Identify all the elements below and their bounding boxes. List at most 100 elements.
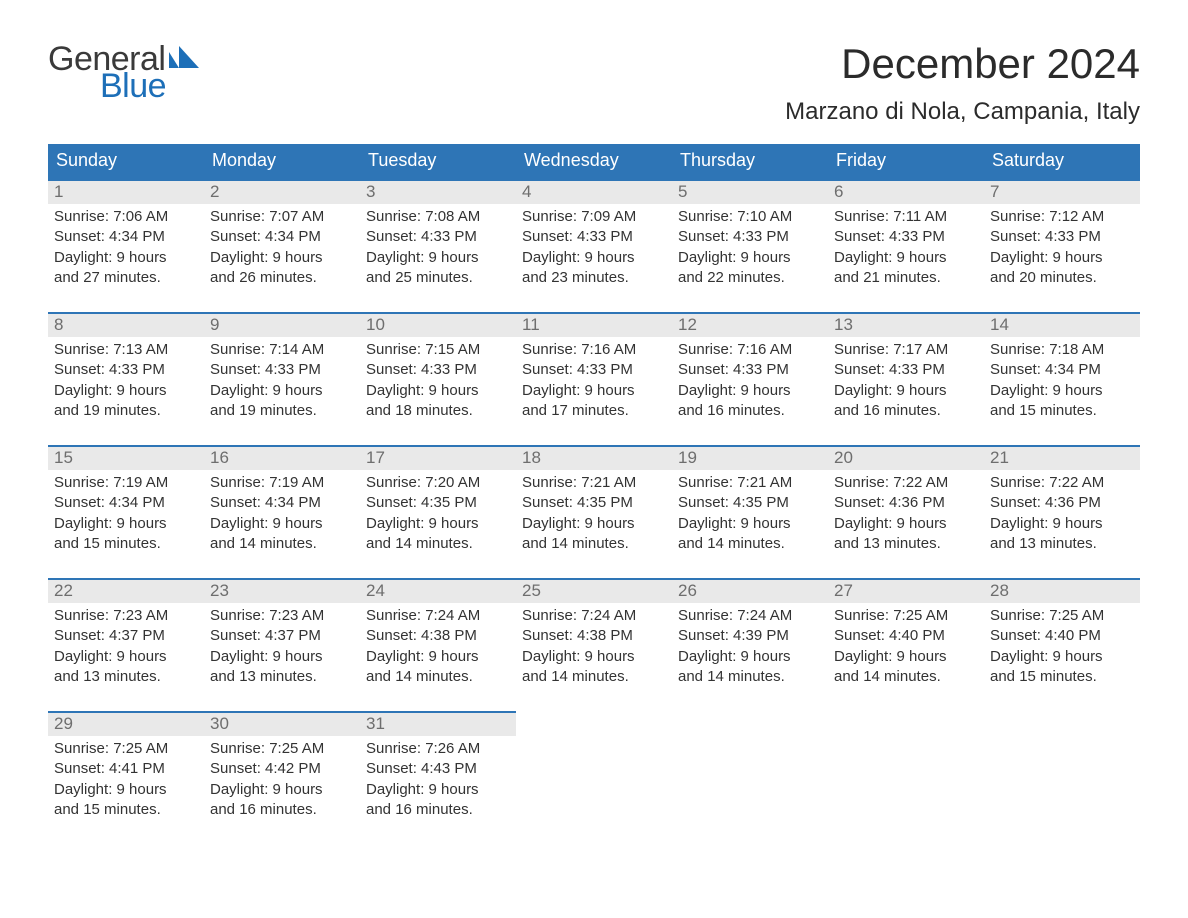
day-cell: 2Sunrise: 7:07 AMSunset: 4:34 PMDaylight…	[204, 179, 360, 292]
day-d1-line: Daylight: 9 hours	[990, 248, 1134, 268]
day-d1-line: Daylight: 9 hours	[366, 514, 510, 534]
day-number: 21	[984, 447, 1140, 470]
day-d1-line: Daylight: 9 hours	[834, 248, 978, 268]
week-row: 29Sunrise: 7:25 AMSunset: 4:41 PMDayligh…	[48, 711, 1140, 824]
day-sunrise-line: Sunrise: 7:23 AM	[54, 606, 198, 626]
day-sunrise-line: Sunrise: 7:25 AM	[990, 606, 1134, 626]
day-d1-line: Daylight: 9 hours	[54, 248, 198, 268]
day-number: 6	[828, 181, 984, 204]
day-sunrise-line: Sunrise: 7:17 AM	[834, 340, 978, 360]
week-row: 15Sunrise: 7:19 AMSunset: 4:34 PMDayligh…	[48, 445, 1140, 558]
day-d2-line: and 23 minutes.	[522, 268, 666, 288]
day-sunset-line: Sunset: 4:35 PM	[366, 493, 510, 513]
day-d2-line: and 14 minutes.	[522, 667, 666, 687]
day-body: Sunrise: 7:19 AMSunset: 4:34 PMDaylight:…	[48, 470, 204, 558]
day-body: Sunrise: 7:25 AMSunset: 4:40 PMDaylight:…	[828, 603, 984, 691]
day-d1-line: Daylight: 9 hours	[522, 514, 666, 534]
day-number: 13	[828, 314, 984, 337]
day-cell: 16Sunrise: 7:19 AMSunset: 4:34 PMDayligh…	[204, 445, 360, 558]
day-number: 23	[204, 580, 360, 603]
day-d1-line: Daylight: 9 hours	[678, 248, 822, 268]
brand-word2: Blue	[100, 67, 199, 106]
day-d1-line: Daylight: 9 hours	[210, 647, 354, 667]
day-sunset-line: Sunset: 4:36 PM	[834, 493, 978, 513]
day-sunset-line: Sunset: 4:33 PM	[678, 227, 822, 247]
day-d2-line: and 14 minutes.	[834, 667, 978, 687]
week-row: 22Sunrise: 7:23 AMSunset: 4:37 PMDayligh…	[48, 578, 1140, 691]
day-d1-line: Daylight: 9 hours	[678, 647, 822, 667]
day-d1-line: Daylight: 9 hours	[990, 381, 1134, 401]
day-sunrise-line: Sunrise: 7:21 AM	[678, 473, 822, 493]
day-sunset-line: Sunset: 4:40 PM	[834, 626, 978, 646]
day-sunset-line: Sunset: 4:33 PM	[210, 360, 354, 380]
day-sunset-line: Sunset: 4:42 PM	[210, 759, 354, 779]
dow-tuesday: Tuesday	[360, 144, 516, 179]
day-body: Sunrise: 7:11 AMSunset: 4:33 PMDaylight:…	[828, 204, 984, 292]
day-sunrise-line: Sunrise: 7:22 AM	[990, 473, 1134, 493]
day-sunset-line: Sunset: 4:43 PM	[366, 759, 510, 779]
dow-thursday: Thursday	[672, 144, 828, 179]
day-cell: 5Sunrise: 7:10 AMSunset: 4:33 PMDaylight…	[672, 179, 828, 292]
day-d1-line: Daylight: 9 hours	[54, 780, 198, 800]
day-d2-line: and 15 minutes.	[54, 800, 198, 820]
day-d2-line: and 14 minutes.	[522, 534, 666, 554]
day-number: 28	[984, 580, 1140, 603]
day-number: 31	[360, 713, 516, 736]
day-sunset-line: Sunset: 4:33 PM	[678, 360, 822, 380]
day-cell-empty	[984, 711, 1140, 824]
day-sunset-line: Sunset: 4:33 PM	[54, 360, 198, 380]
day-body: Sunrise: 7:14 AMSunset: 4:33 PMDaylight:…	[204, 337, 360, 425]
day-sunrise-line: Sunrise: 7:14 AM	[210, 340, 354, 360]
day-cell: 17Sunrise: 7:20 AMSunset: 4:35 PMDayligh…	[360, 445, 516, 558]
day-sunset-line: Sunset: 4:33 PM	[366, 227, 510, 247]
day-d2-line: and 19 minutes.	[210, 401, 354, 421]
day-sunset-line: Sunset: 4:37 PM	[54, 626, 198, 646]
day-sunset-line: Sunset: 4:38 PM	[366, 626, 510, 646]
day-d2-line: and 15 minutes.	[990, 667, 1134, 687]
day-d2-line: and 14 minutes.	[210, 534, 354, 554]
day-sunset-line: Sunset: 4:34 PM	[54, 227, 198, 247]
dow-saturday: Saturday	[984, 144, 1140, 179]
day-sunset-line: Sunset: 4:35 PM	[522, 493, 666, 513]
day-d2-line: and 14 minutes.	[366, 667, 510, 687]
day-body: Sunrise: 7:07 AMSunset: 4:34 PMDaylight:…	[204, 204, 360, 292]
day-number: 3	[360, 181, 516, 204]
day-cell: 7Sunrise: 7:12 AMSunset: 4:33 PMDaylight…	[984, 179, 1140, 292]
day-sunset-line: Sunset: 4:37 PM	[210, 626, 354, 646]
location-subtitle: Marzano di Nola, Campania, Italy	[785, 98, 1140, 126]
header: General Blue December 2024 Marzano di No…	[48, 40, 1140, 140]
day-body: Sunrise: 7:22 AMSunset: 4:36 PMDaylight:…	[828, 470, 984, 558]
day-body: Sunrise: 7:15 AMSunset: 4:33 PMDaylight:…	[360, 337, 516, 425]
day-sunset-line: Sunset: 4:36 PM	[990, 493, 1134, 513]
day-d2-line: and 26 minutes.	[210, 268, 354, 288]
day-d2-line: and 16 minutes.	[366, 800, 510, 820]
day-cell: 25Sunrise: 7:24 AMSunset: 4:38 PMDayligh…	[516, 578, 672, 691]
day-number: 26	[672, 580, 828, 603]
day-body: Sunrise: 7:24 AMSunset: 4:39 PMDaylight:…	[672, 603, 828, 691]
day-sunrise-line: Sunrise: 7:19 AM	[54, 473, 198, 493]
day-body: Sunrise: 7:25 AMSunset: 4:40 PMDaylight:…	[984, 603, 1140, 691]
day-sunrise-line: Sunrise: 7:21 AM	[522, 473, 666, 493]
day-sunset-line: Sunset: 4:34 PM	[54, 493, 198, 513]
day-d1-line: Daylight: 9 hours	[522, 647, 666, 667]
day-sunrise-line: Sunrise: 7:20 AM	[366, 473, 510, 493]
day-cell: 13Sunrise: 7:17 AMSunset: 4:33 PMDayligh…	[828, 312, 984, 425]
day-number: 10	[360, 314, 516, 337]
day-cell: 29Sunrise: 7:25 AMSunset: 4:41 PMDayligh…	[48, 711, 204, 824]
day-sunrise-line: Sunrise: 7:13 AM	[54, 340, 198, 360]
day-d1-line: Daylight: 9 hours	[210, 381, 354, 401]
day-sunrise-line: Sunrise: 7:10 AM	[678, 207, 822, 227]
day-number: 16	[204, 447, 360, 470]
day-sunrise-line: Sunrise: 7:11 AM	[834, 207, 978, 227]
day-body: Sunrise: 7:09 AMSunset: 4:33 PMDaylight:…	[516, 204, 672, 292]
day-sunset-line: Sunset: 4:33 PM	[834, 227, 978, 247]
day-d2-line: and 13 minutes.	[834, 534, 978, 554]
day-sunset-line: Sunset: 4:38 PM	[522, 626, 666, 646]
day-body: Sunrise: 7:06 AMSunset: 4:34 PMDaylight:…	[48, 204, 204, 292]
day-body: Sunrise: 7:19 AMSunset: 4:34 PMDaylight:…	[204, 470, 360, 558]
day-d2-line: and 19 minutes.	[54, 401, 198, 421]
day-sunrise-line: Sunrise: 7:22 AM	[834, 473, 978, 493]
day-number: 11	[516, 314, 672, 337]
day-d2-line: and 22 minutes.	[678, 268, 822, 288]
day-cell: 8Sunrise: 7:13 AMSunset: 4:33 PMDaylight…	[48, 312, 204, 425]
